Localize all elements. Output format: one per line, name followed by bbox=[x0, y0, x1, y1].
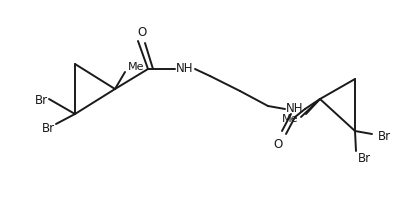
Text: Br: Br bbox=[378, 130, 391, 144]
Text: Br: Br bbox=[42, 122, 55, 135]
Text: O: O bbox=[138, 27, 147, 40]
Text: O: O bbox=[274, 138, 282, 150]
Text: NH: NH bbox=[176, 62, 194, 75]
Text: Me: Me bbox=[128, 62, 144, 72]
Text: NH: NH bbox=[286, 102, 304, 116]
Text: Me: Me bbox=[282, 114, 298, 124]
Text: Br: Br bbox=[35, 94, 48, 107]
Text: Br: Br bbox=[358, 153, 371, 166]
